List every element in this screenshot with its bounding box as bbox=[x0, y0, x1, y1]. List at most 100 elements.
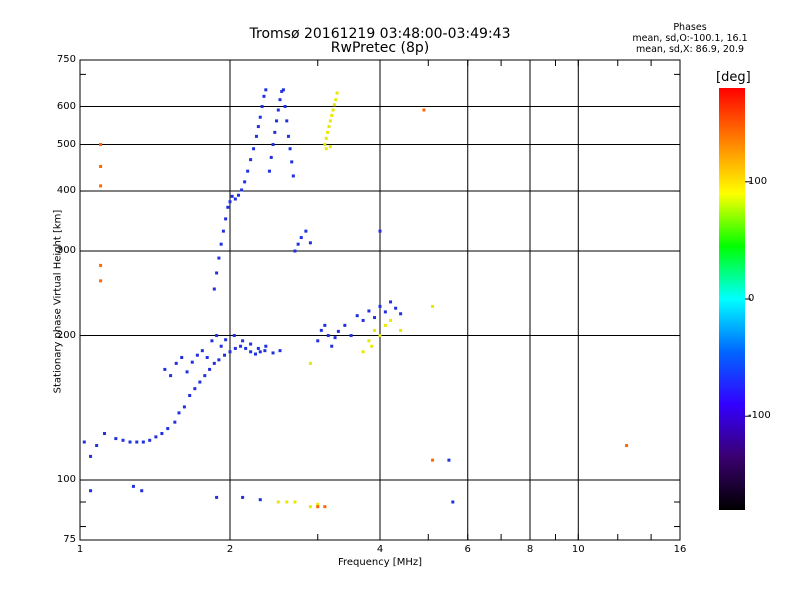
data-point bbox=[141, 440, 145, 444]
y-tick-label: 750 bbox=[56, 54, 76, 65]
data-point bbox=[163, 367, 167, 371]
data-point bbox=[323, 323, 327, 327]
data-point bbox=[135, 440, 139, 444]
data-point bbox=[233, 197, 237, 201]
data-point bbox=[332, 103, 336, 107]
data-point bbox=[256, 346, 260, 350]
data-point bbox=[249, 158, 253, 162]
data-point bbox=[334, 98, 338, 102]
data-point bbox=[219, 344, 223, 348]
data-point bbox=[253, 352, 257, 356]
data-point bbox=[246, 169, 250, 173]
x-tick-label: 6 bbox=[464, 544, 471, 555]
data-point bbox=[241, 339, 245, 343]
y-tick-label: 600 bbox=[56, 100, 76, 112]
data-point bbox=[373, 316, 377, 320]
data-point bbox=[349, 334, 353, 338]
data-point bbox=[154, 435, 158, 439]
data-point bbox=[215, 495, 219, 499]
data-point bbox=[236, 193, 240, 197]
data-point bbox=[290, 160, 294, 164]
data-point bbox=[185, 370, 189, 374]
data-point bbox=[215, 334, 219, 338]
data-point bbox=[114, 437, 118, 441]
data-point bbox=[249, 350, 253, 354]
y-tick-label: 300 bbox=[56, 245, 76, 256]
x-tick-label: 4 bbox=[376, 544, 384, 555]
data-point bbox=[228, 350, 232, 354]
data-point bbox=[89, 489, 93, 493]
data-point bbox=[239, 344, 243, 348]
data-point bbox=[331, 108, 335, 112]
data-point bbox=[273, 130, 277, 134]
y-tick-label: 75 bbox=[63, 534, 76, 545]
data-point bbox=[208, 367, 212, 371]
data-point bbox=[316, 505, 320, 509]
colorbar-tick-label: 0 bbox=[748, 293, 755, 304]
data-point bbox=[249, 342, 253, 346]
data-point bbox=[355, 314, 359, 318]
data-point bbox=[182, 405, 186, 409]
data-point bbox=[89, 454, 93, 458]
data-point bbox=[324, 136, 328, 140]
data-point bbox=[210, 339, 214, 343]
data-point bbox=[221, 229, 225, 233]
data-point bbox=[399, 328, 403, 332]
data-point bbox=[389, 318, 393, 322]
data-point bbox=[304, 229, 308, 233]
data-point bbox=[226, 205, 230, 209]
data-point bbox=[276, 500, 280, 504]
data-point bbox=[95, 444, 99, 448]
data-point bbox=[431, 458, 435, 462]
data-point bbox=[260, 105, 264, 109]
data-point bbox=[131, 484, 135, 488]
data-point bbox=[451, 500, 455, 504]
data-point bbox=[243, 180, 247, 184]
data-point bbox=[128, 440, 132, 444]
data-point bbox=[326, 130, 330, 134]
data-points bbox=[82, 88, 629, 509]
data-point bbox=[394, 306, 398, 310]
colorbar-ticks bbox=[745, 181, 751, 417]
x-tick-label: 1 bbox=[76, 544, 84, 555]
data-point bbox=[241, 495, 245, 499]
data-point bbox=[99, 143, 103, 147]
data-point bbox=[233, 346, 237, 350]
data-point bbox=[285, 500, 289, 504]
data-point bbox=[399, 312, 403, 316]
grid-lines bbox=[80, 60, 680, 540]
data-point bbox=[169, 374, 173, 378]
chart-subtitle: RwPretec (8p) bbox=[330, 40, 430, 56]
data-point bbox=[308, 241, 312, 245]
colorbar-tick-label: -100 bbox=[748, 410, 771, 422]
y-tick-label: 400 bbox=[56, 185, 76, 197]
data-point bbox=[378, 229, 382, 233]
data-point bbox=[326, 334, 330, 338]
data-point bbox=[276, 108, 280, 112]
data-point bbox=[283, 105, 287, 109]
chart-title: Tromsø 20161219 03:48:00-03:49:43 bbox=[249, 26, 511, 42]
data-point bbox=[193, 387, 197, 391]
phase-info-x: mean, sd,X: 86.9, 20.9 bbox=[635, 44, 745, 55]
data-point bbox=[140, 489, 144, 493]
data-point bbox=[330, 344, 334, 348]
data-point bbox=[258, 350, 262, 354]
data-point bbox=[99, 263, 103, 267]
data-point bbox=[212, 361, 216, 365]
data-point bbox=[148, 438, 152, 442]
data-point bbox=[166, 427, 170, 431]
data-point bbox=[288, 147, 292, 151]
data-point bbox=[262, 94, 266, 98]
data-point bbox=[343, 323, 347, 327]
data-point bbox=[223, 353, 227, 357]
data-point bbox=[177, 411, 181, 415]
data-point bbox=[103, 432, 107, 436]
data-point bbox=[378, 304, 382, 308]
data-point bbox=[361, 350, 365, 354]
x-tick-label: 2 bbox=[226, 544, 234, 555]
y-tick-label: 200 bbox=[56, 329, 76, 341]
data-point bbox=[278, 98, 282, 102]
data-point bbox=[383, 323, 387, 327]
data-point bbox=[188, 394, 192, 398]
data-point bbox=[285, 119, 289, 123]
